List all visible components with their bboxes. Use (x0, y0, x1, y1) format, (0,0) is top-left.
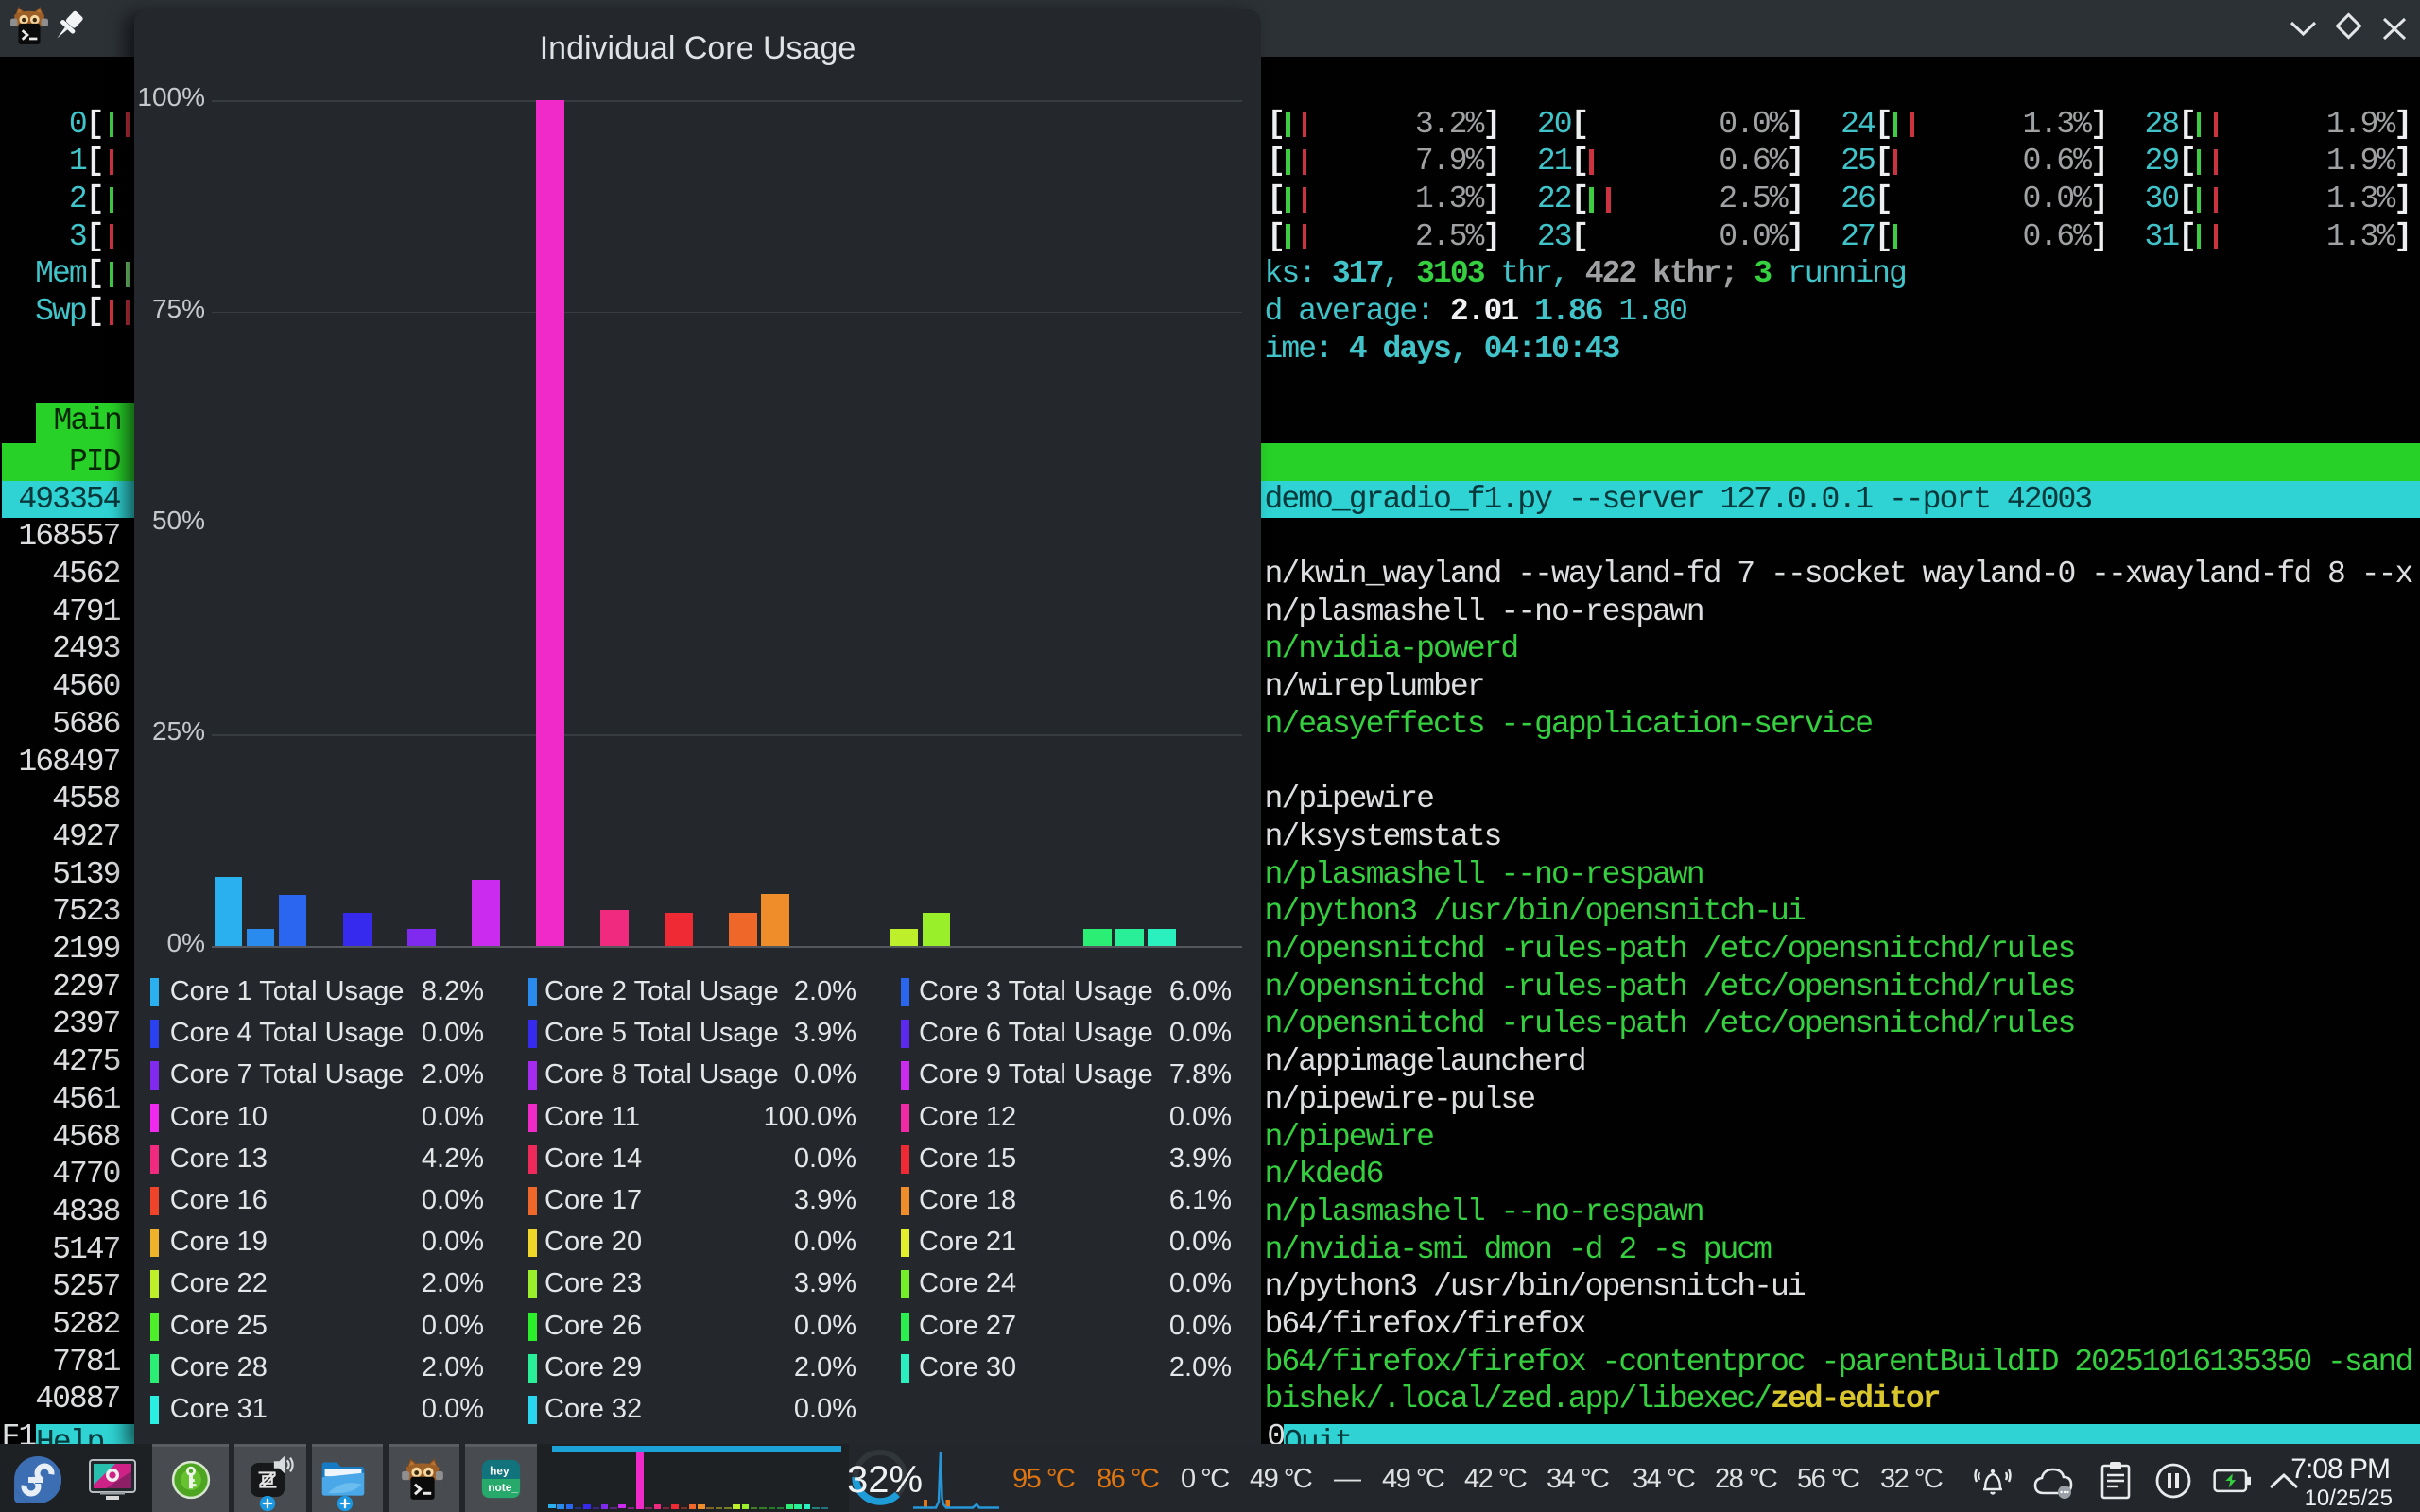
svg-text:hey: hey (490, 1464, 510, 1477)
svg-text:note_: note_ (488, 1481, 518, 1494)
